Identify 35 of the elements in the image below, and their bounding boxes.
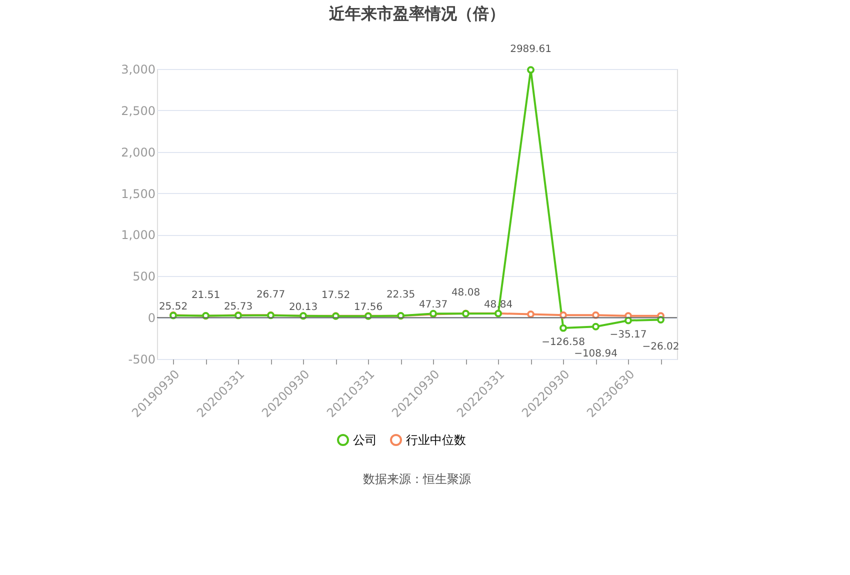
data-label: 48.08 xyxy=(451,288,480,299)
data-label: 26.77 xyxy=(256,289,286,300)
point xyxy=(624,316,632,324)
data-label: 17.52 xyxy=(321,290,350,302)
y-tick-label: 3,000 xyxy=(121,62,156,76)
data-label: 17.56 xyxy=(354,302,383,314)
point xyxy=(592,311,600,319)
data-label: 25.52 xyxy=(158,301,188,312)
y-tick-label: 2,000 xyxy=(121,145,156,160)
point xyxy=(527,310,534,318)
point xyxy=(560,311,567,319)
data-label: −108.94 xyxy=(574,348,618,360)
data-label: 2989.61 xyxy=(510,44,552,55)
y-tick-label: 500 xyxy=(132,270,156,284)
y-tick-label: 1,000 xyxy=(121,228,156,242)
data-label: −26.02 xyxy=(642,342,680,353)
data-label: 20.13 xyxy=(288,302,318,313)
data-label: 25.73 xyxy=(224,301,253,312)
data-label: 47.37 xyxy=(418,300,448,311)
y-tick-label: -500 xyxy=(128,352,156,366)
legend-label: 行业中位数 xyxy=(406,433,466,447)
data-label: −126.58 xyxy=(542,337,585,348)
chart-title: 近年来市盈率情况（倍） xyxy=(328,4,505,23)
data-label: 22.35 xyxy=(386,290,416,301)
y-tick-label: 0 xyxy=(148,311,156,326)
source-note: 数据来源：恒生聚源 xyxy=(363,472,471,486)
y-tick-label: 2,500 xyxy=(121,104,156,118)
data-label: −35.17 xyxy=(610,329,647,340)
point xyxy=(527,66,534,74)
data-label: 21.51 xyxy=(191,290,220,301)
point xyxy=(592,322,600,330)
point xyxy=(657,316,664,324)
point xyxy=(560,324,567,332)
legend-label: 公司 xyxy=(353,433,377,447)
y-tick-label: 1,500 xyxy=(121,186,156,201)
